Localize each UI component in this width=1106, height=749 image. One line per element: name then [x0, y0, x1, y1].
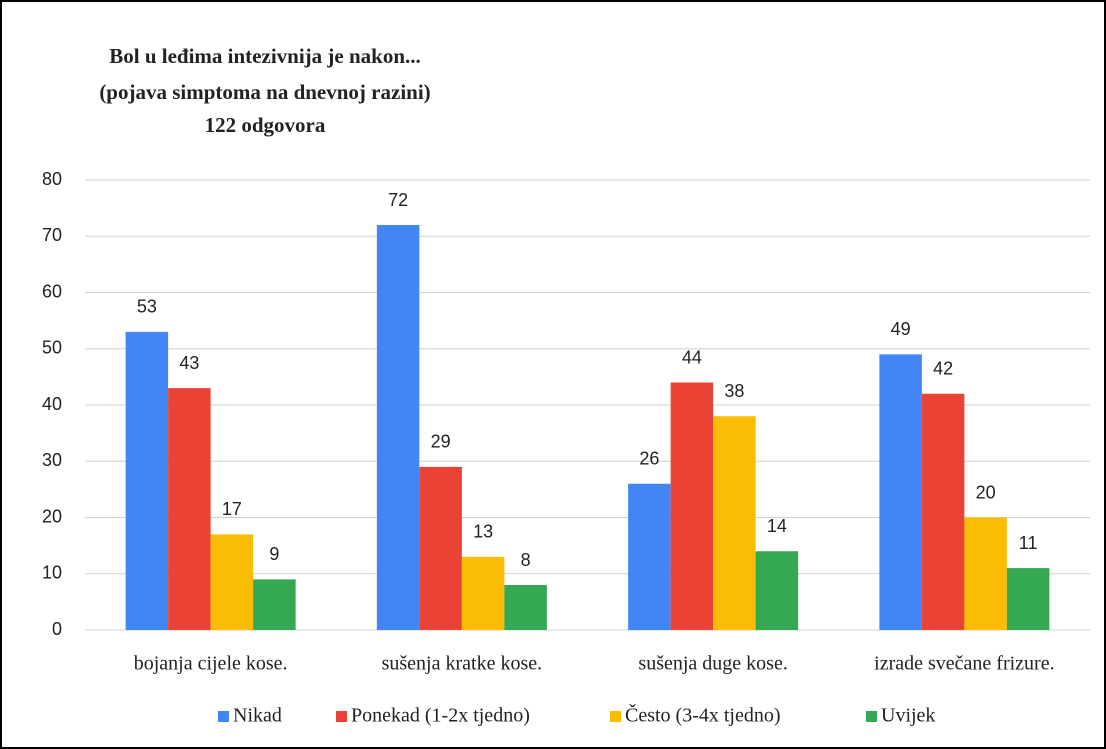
y-tick-label: 80	[42, 169, 62, 189]
legend-swatch	[218, 711, 229, 722]
bar	[628, 483, 671, 630]
value-label: 44	[682, 347, 702, 367]
bar	[964, 517, 1007, 630]
value-label: 38	[724, 381, 744, 401]
legend-label: Nikad	[233, 705, 282, 727]
value-label: 20	[976, 482, 996, 502]
bar	[1006, 568, 1050, 630]
y-tick-label: 0	[52, 619, 62, 639]
chart-title: Bol u leđima intezivnija je nakon...	[109, 44, 421, 68]
value-label: 29	[431, 432, 451, 452]
bar	[755, 551, 799, 630]
value-label: 49	[891, 319, 911, 339]
legend-swatch	[866, 711, 877, 722]
y-tick-label: 60	[42, 281, 62, 301]
bar	[713, 416, 756, 630]
value-label: 14	[767, 516, 787, 536]
value-label: 53	[137, 297, 157, 317]
x-tick-label: izrade svečane frizure.	[874, 653, 1054, 675]
x-tick-label: bojanja cijele kose.	[134, 653, 288, 675]
value-label: 43	[179, 353, 199, 373]
y-tick-label: 20	[42, 506, 62, 526]
bar	[125, 331, 169, 630]
value-label: 11	[1019, 533, 1038, 553]
value-label: 42	[933, 359, 953, 379]
bar	[419, 466, 462, 630]
y-tick-label: 30	[42, 450, 62, 470]
bar	[921, 393, 965, 630]
value-label: 8	[521, 550, 531, 570]
legend-label: Često (3-4x tjedno)	[625, 703, 781, 727]
bar	[504, 585, 547, 630]
x-tick-label: sušenja duge kose.	[638, 653, 787, 675]
bar	[879, 354, 922, 630]
chart-note: 122 odgovora	[205, 113, 326, 137]
value-label: 26	[639, 449, 659, 469]
legend-label: Ponekad (1-2x tjedno)	[351, 705, 530, 727]
bar	[210, 534, 254, 630]
y-tick-label: 10	[42, 563, 62, 583]
bar	[461, 556, 505, 630]
bar	[670, 382, 714, 630]
legend-label: Uvijek	[881, 705, 935, 727]
x-tick-label: sušenja kratke kose.	[382, 653, 543, 675]
y-tick-label: 40	[42, 394, 62, 414]
value-label: 13	[473, 522, 493, 542]
value-label: 17	[222, 499, 242, 519]
legend-swatch	[610, 711, 621, 722]
value-label: 9	[269, 544, 279, 564]
chart-subtitle: (pojava simptoma na dnevnoj razini)	[99, 80, 430, 104]
y-tick-label: 50	[42, 338, 62, 358]
bar	[168, 388, 211, 630]
bar	[253, 579, 296, 630]
bar	[376, 225, 420, 630]
y-tick-label: 70	[42, 225, 62, 245]
value-label: 72	[388, 190, 408, 210]
legend-swatch	[336, 711, 347, 722]
